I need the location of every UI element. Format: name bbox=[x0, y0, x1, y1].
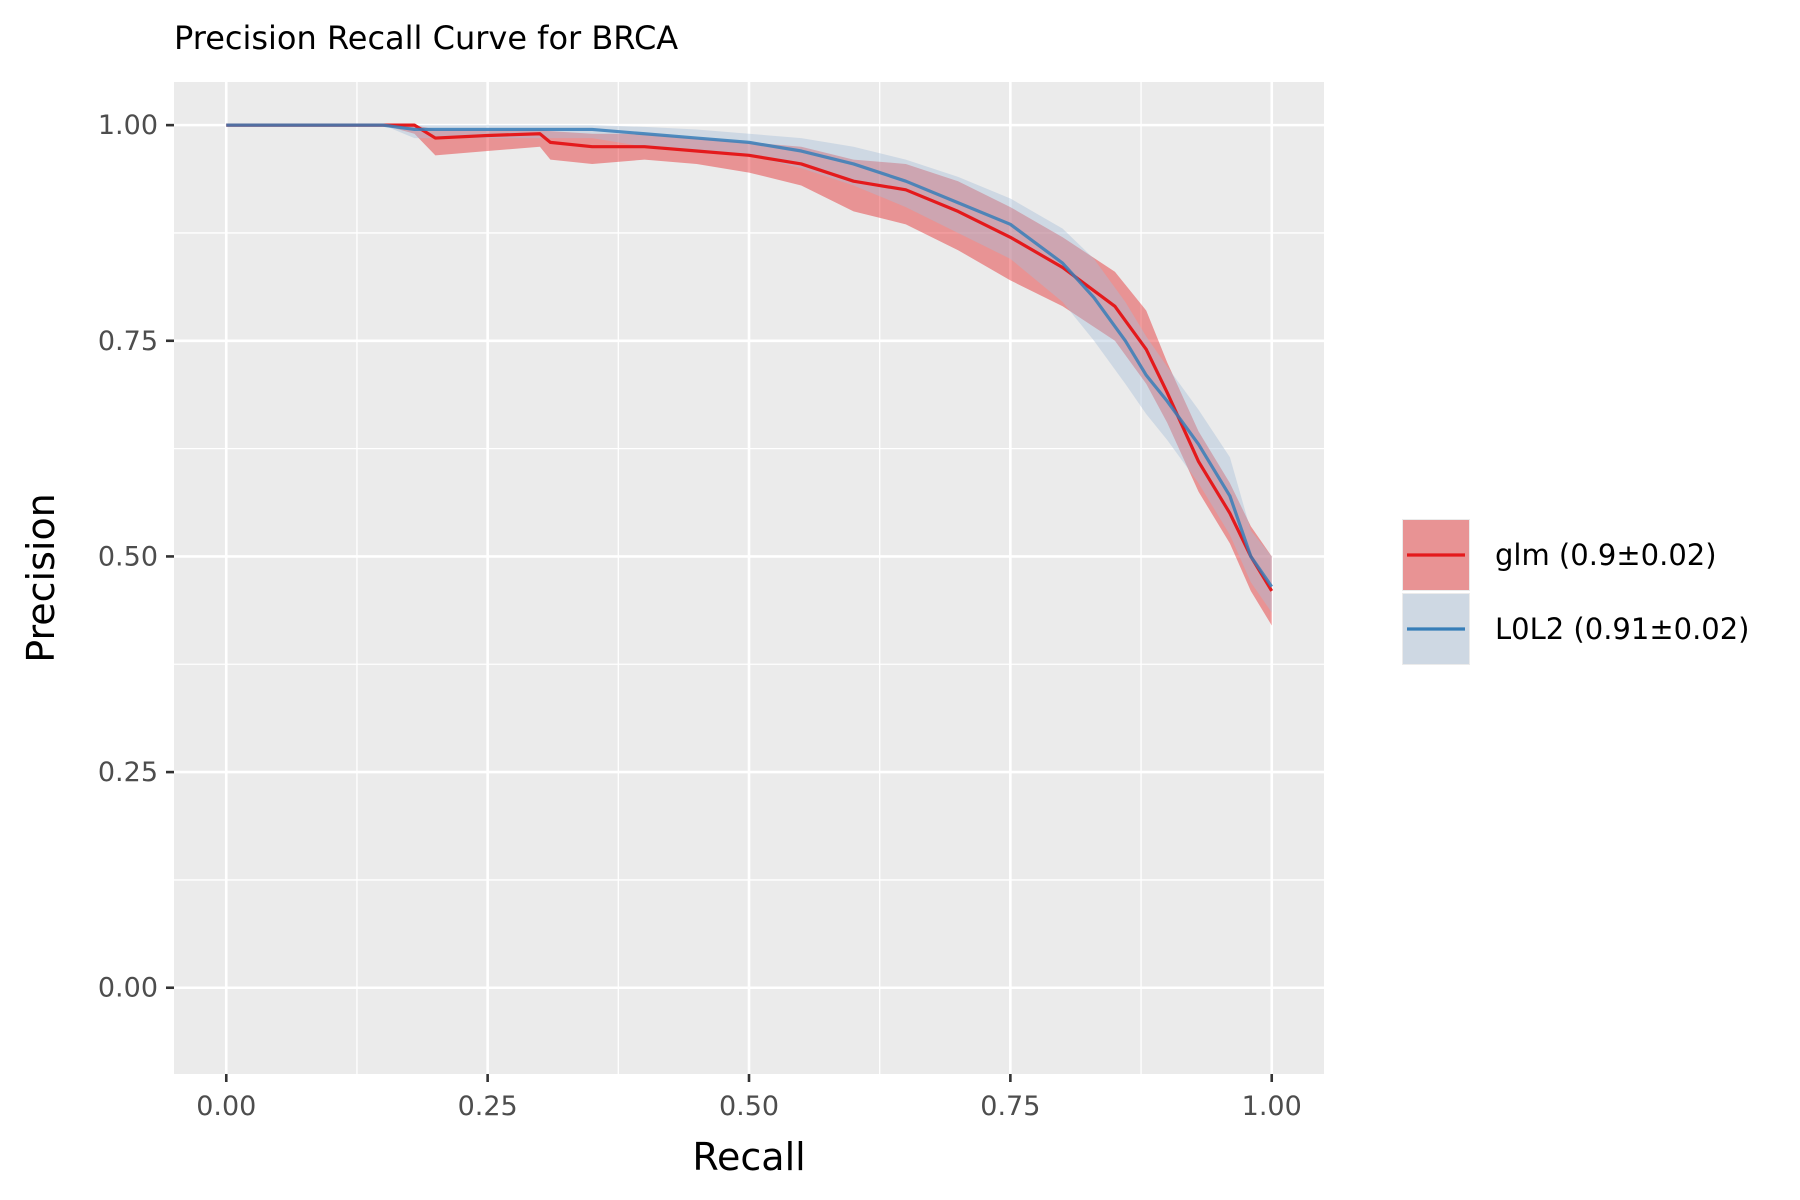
series-lines bbox=[226, 123, 1274, 592]
legend-label: L0L2 (0.91±0.02) bbox=[1495, 612, 1750, 646]
x-axis-title: Recall bbox=[692, 1135, 805, 1179]
line-series-1 bbox=[226, 123, 1274, 588]
x-tick-label: 0.00 bbox=[196, 1091, 256, 1122]
line-series-0 bbox=[226, 123, 1274, 592]
y-tick-label: 0.25 bbox=[98, 757, 158, 788]
y-tick-label: 0.00 bbox=[98, 973, 158, 1004]
x-tick-label: 0.75 bbox=[980, 1091, 1040, 1122]
y-tick-label: 1.00 bbox=[98, 110, 158, 141]
x-axis: 0.00 0.25 0.50 0.75 1.00 bbox=[196, 1074, 1302, 1122]
band-series-0 bbox=[226, 125, 1272, 626]
y-axis: 0.00 0.25 0.50 0.75 1.00 bbox=[98, 110, 174, 1004]
band-series-1 bbox=[226, 125, 1272, 613]
x-tick-label: 1.00 bbox=[1242, 1091, 1302, 1122]
chart-title: Precision Recall Curve for BRCA bbox=[174, 19, 678, 57]
x-tick-label: 0.50 bbox=[719, 1091, 779, 1122]
legend-label: glm (0.9±0.02) bbox=[1495, 538, 1717, 572]
legend: glm (0.9±0.02) L0L2 (0.91±0.02) bbox=[1400, 517, 1750, 667]
x-tick-label: 0.25 bbox=[458, 1091, 518, 1122]
y-axis-title: Precision bbox=[19, 493, 63, 663]
y-tick-label: 0.50 bbox=[98, 541, 158, 572]
confidence-bands bbox=[226, 125, 1272, 626]
y-tick-label: 0.75 bbox=[98, 326, 158, 357]
